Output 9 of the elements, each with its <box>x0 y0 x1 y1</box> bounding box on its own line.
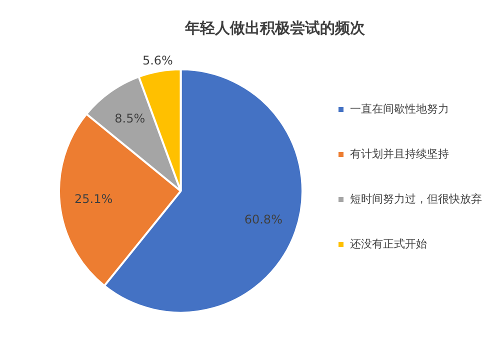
legend-label: 短时间努力过，但很快放弃 <box>350 192 482 206</box>
legend-label: 一直在间歇性地努力 <box>350 102 449 116</box>
legend-label: 还没有正式开始 <box>350 237 427 250</box>
data-label: 8.5% <box>114 112 146 126</box>
data-label: 25.1% <box>74 192 113 206</box>
data-label: 60.8% <box>244 212 282 226</box>
legend-label: 有计划并且持续坚持 <box>350 147 449 160</box>
chart-title: 年轻人做出积极尝试的频次 <box>184 18 366 37</box>
data-label: 5.6% <box>142 53 173 68</box>
